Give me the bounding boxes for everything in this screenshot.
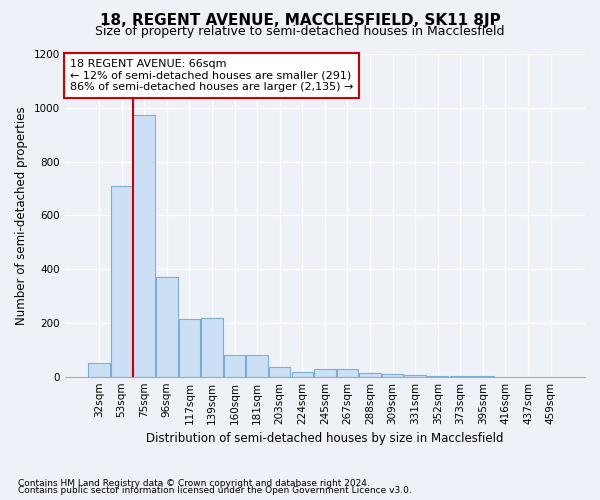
Bar — [111, 186, 133, 376]
Bar — [133, 114, 155, 376]
Text: 18, REGENT AVENUE, MACCLESFIELD, SK11 8JP: 18, REGENT AVENUE, MACCLESFIELD, SK11 8J… — [100, 12, 500, 28]
Text: Contains public sector information licensed under the Open Government Licence v3: Contains public sector information licen… — [18, 486, 412, 495]
Bar — [337, 369, 358, 376]
Bar — [314, 368, 335, 376]
Bar — [179, 319, 200, 376]
Bar — [247, 355, 268, 376]
X-axis label: Distribution of semi-detached houses by size in Macclesfield: Distribution of semi-detached houses by … — [146, 432, 503, 445]
Text: 18 REGENT AVENUE: 66sqm
← 12% of semi-detached houses are smaller (291)
86% of s: 18 REGENT AVENUE: 66sqm ← 12% of semi-de… — [70, 59, 353, 92]
Y-axis label: Number of semi-detached properties: Number of semi-detached properties — [15, 106, 28, 324]
Text: Contains HM Land Registry data © Crown copyright and database right 2024.: Contains HM Land Registry data © Crown c… — [18, 478, 370, 488]
Bar — [201, 318, 223, 376]
Bar — [156, 277, 178, 376]
Bar — [292, 372, 313, 376]
Bar — [382, 374, 403, 376]
Text: Size of property relative to semi-detached houses in Macclesfield: Size of property relative to semi-detach… — [95, 25, 505, 38]
Bar — [224, 355, 245, 376]
Bar — [359, 372, 381, 376]
Bar — [88, 363, 110, 376]
Bar — [269, 368, 290, 376]
